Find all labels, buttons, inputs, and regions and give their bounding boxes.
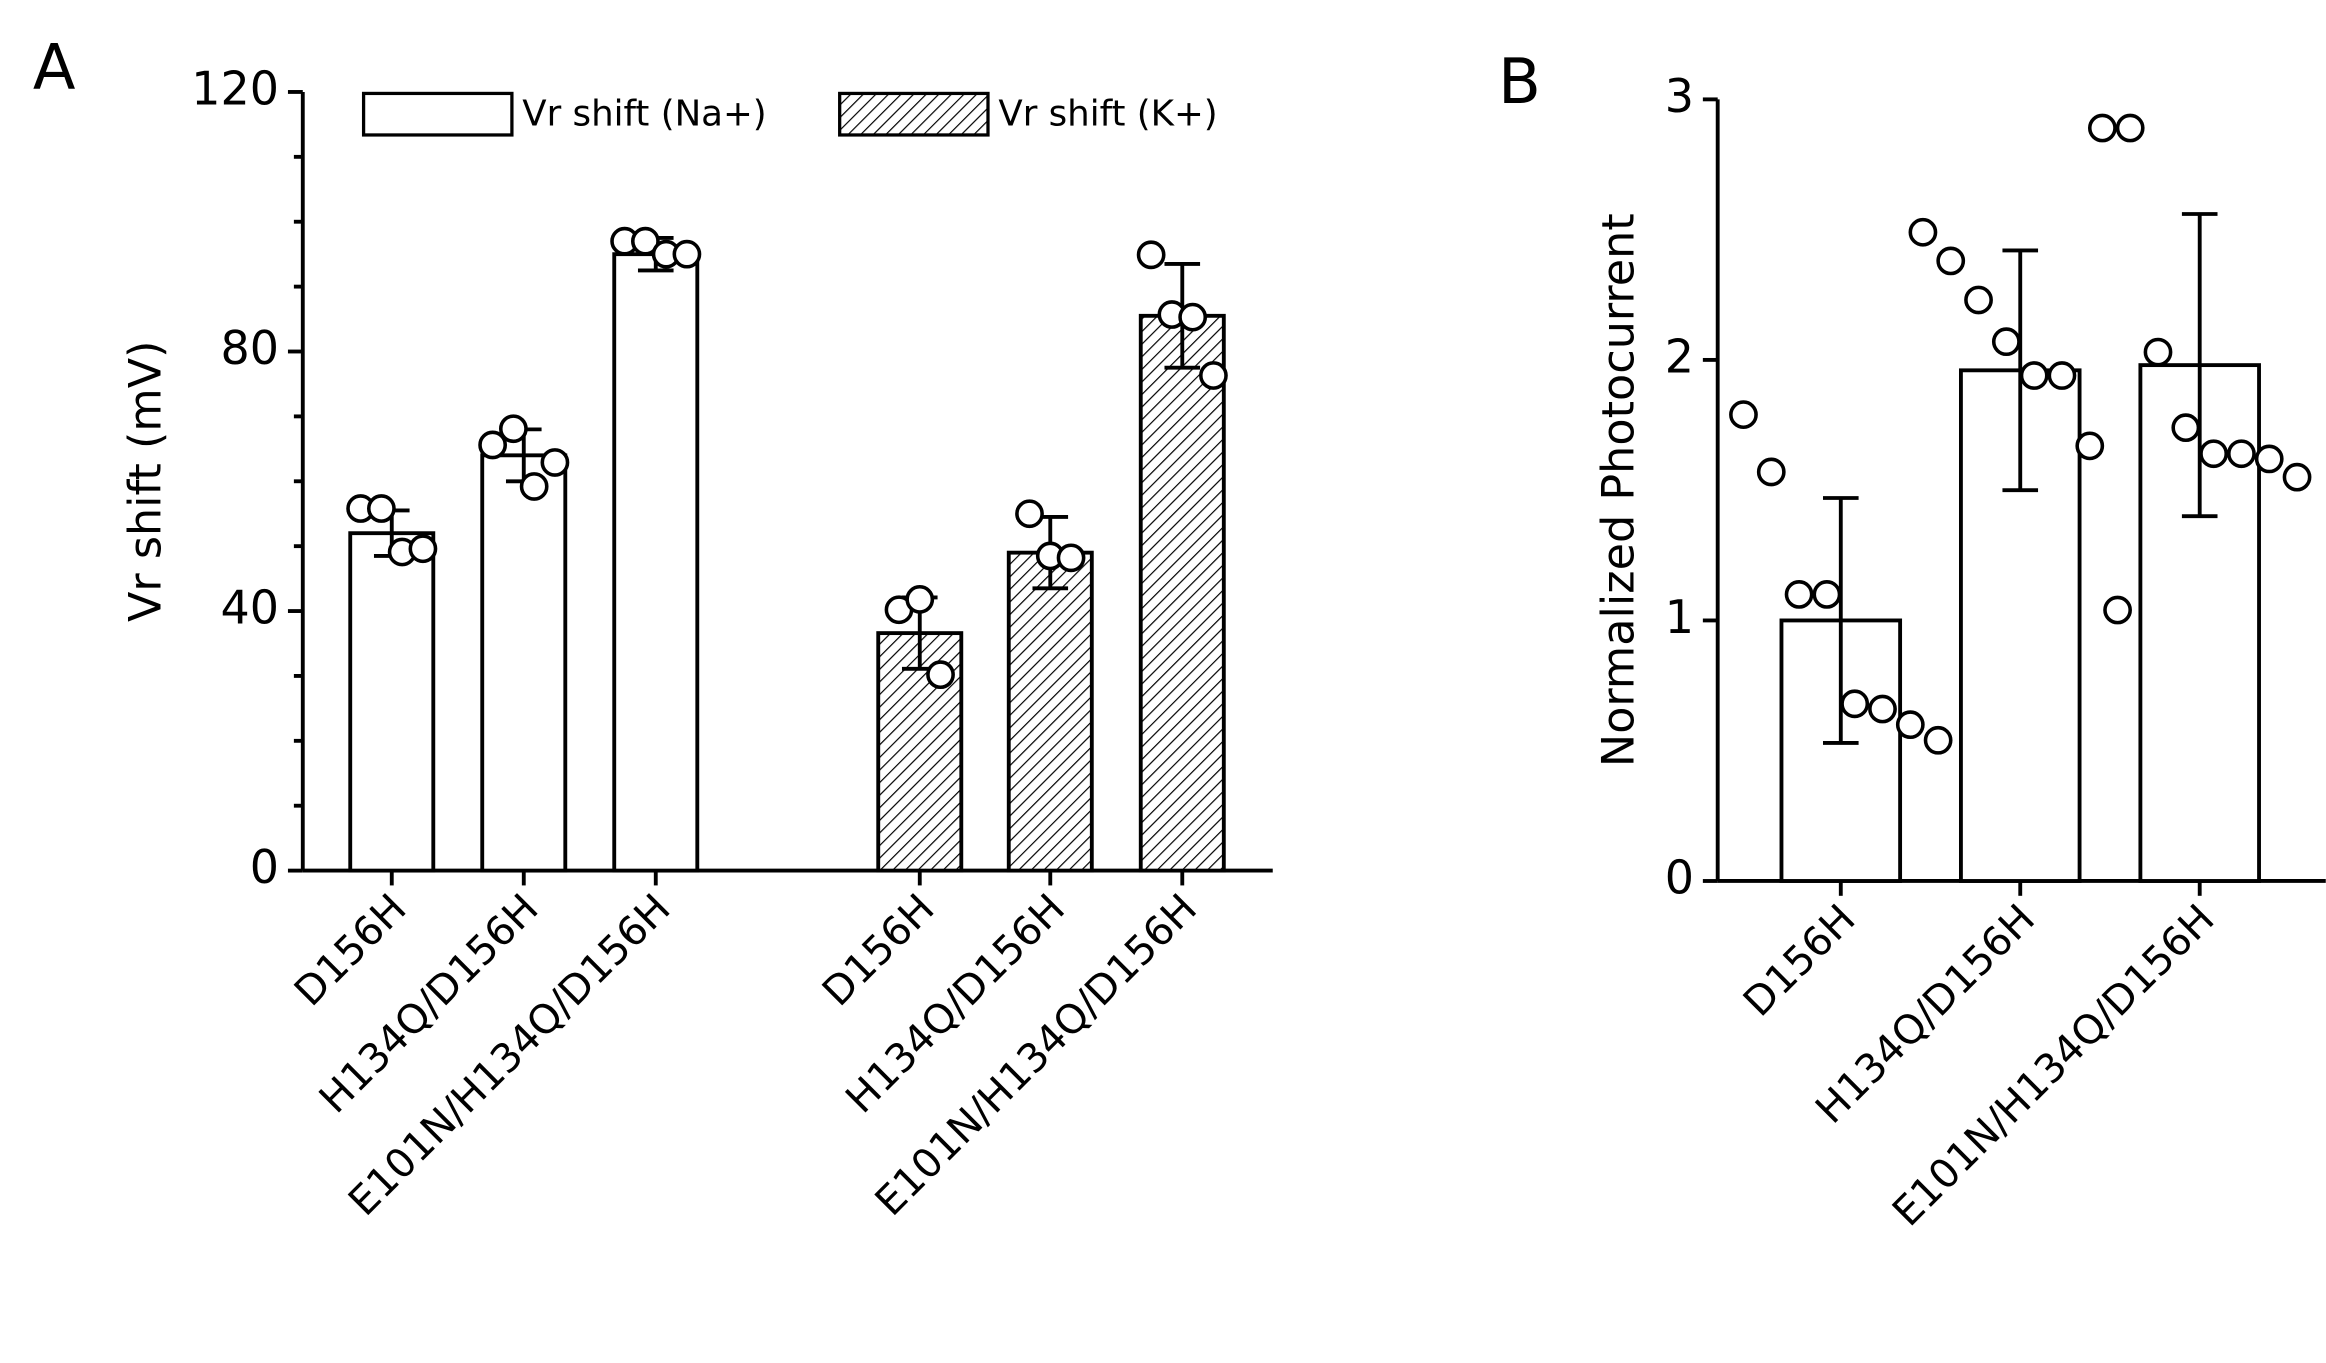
bar bbox=[348, 531, 436, 873]
data-point bbox=[2254, 444, 2284, 474]
data-point bbox=[1729, 400, 1758, 430]
data-point bbox=[926, 660, 955, 690]
y-tick-label: 0 bbox=[1665, 850, 1694, 904]
panel-label: B bbox=[1498, 45, 1541, 118]
data-point bbox=[905, 584, 935, 614]
data-point bbox=[1936, 246, 1966, 276]
legend-swatch bbox=[838, 91, 990, 137]
y-tick-label: 1 bbox=[1665, 590, 1694, 644]
x-tick-label: E101N/H134Q/D156H bbox=[1884, 896, 2223, 1235]
y-tick-label: 80 bbox=[221, 321, 279, 375]
data-point bbox=[1136, 240, 1166, 270]
data-point bbox=[1756, 457, 1786, 487]
bar bbox=[480, 453, 568, 873]
data-point bbox=[2143, 337, 2173, 367]
data-point bbox=[540, 448, 570, 477]
data-point bbox=[2075, 431, 2105, 461]
data-point bbox=[1015, 499, 1044, 529]
data-point bbox=[1964, 285, 1993, 315]
data-point bbox=[672, 239, 702, 269]
data-point bbox=[2171, 413, 2201, 443]
panel-label: A bbox=[33, 30, 76, 103]
x-tick-label: D156H bbox=[1735, 896, 1865, 1026]
data-point bbox=[2019, 361, 2049, 390]
data-point bbox=[408, 534, 438, 564]
data-point bbox=[499, 414, 528, 444]
legend-swatch bbox=[361, 91, 514, 137]
data-point bbox=[519, 472, 549, 501]
y-tick-label: 3 bbox=[1665, 69, 1694, 123]
y-tick-label: 40 bbox=[221, 581, 279, 635]
data-point bbox=[367, 494, 396, 523]
y-axis-label: Normalized Photocurrent bbox=[1593, 213, 1644, 767]
bar bbox=[1779, 618, 1903, 883]
y-axis-label: Vr shift (mV) bbox=[121, 341, 172, 623]
error-bar bbox=[2002, 248, 2039, 493]
data-point bbox=[630, 226, 660, 256]
y-tick-label: 120 bbox=[191, 61, 279, 115]
data-point bbox=[1056, 543, 1086, 573]
bar bbox=[1006, 550, 1094, 873]
data-point bbox=[2103, 595, 2132, 625]
data-point bbox=[2087, 113, 2117, 143]
bar bbox=[612, 252, 700, 873]
data-point bbox=[1178, 302, 1208, 332]
x-tick-label: D156H bbox=[286, 886, 416, 1016]
error-bar bbox=[2181, 212, 2218, 519]
y-tick-label: 0 bbox=[250, 840, 279, 894]
x-tick-label: D156H bbox=[814, 886, 944, 1016]
data-point bbox=[1923, 725, 1953, 755]
x-tick-label: H134Q/D156H bbox=[837, 886, 1074, 1123]
data-point bbox=[1199, 361, 1228, 390]
data-point bbox=[1908, 217, 1938, 247]
data-point bbox=[1991, 327, 2021, 357]
bar bbox=[1958, 368, 2082, 883]
data-point bbox=[478, 430, 508, 460]
bar bbox=[1138, 313, 1226, 873]
y-tick-label: 2 bbox=[1665, 329, 1694, 383]
legend-label: Vr shift (K+) bbox=[998, 94, 1217, 135]
data-point bbox=[2282, 462, 2312, 492]
data-point bbox=[1840, 689, 1870, 719]
data-point bbox=[2047, 361, 2077, 390]
legend-label: Vr shift (Na+) bbox=[522, 94, 766, 135]
data-point bbox=[2227, 439, 2256, 469]
data-point bbox=[1868, 694, 1897, 724]
data-point bbox=[2199, 439, 2229, 469]
data-point bbox=[1895, 710, 1925, 740]
data-point bbox=[1784, 580, 1814, 609]
data-point bbox=[1812, 580, 1842, 609]
data-point bbox=[2115, 113, 2145, 143]
